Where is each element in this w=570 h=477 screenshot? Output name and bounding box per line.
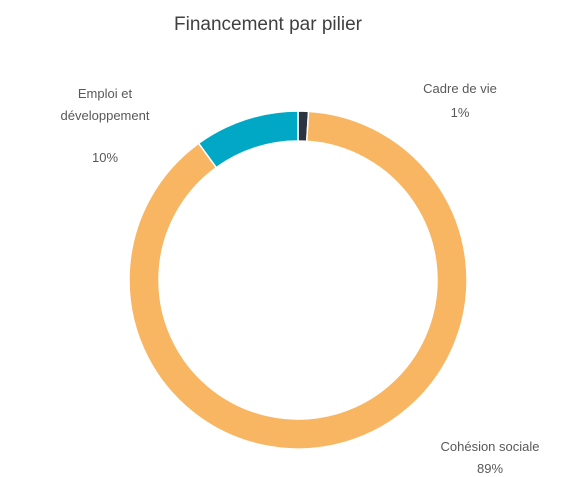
- value-label: 89%: [476, 461, 504, 476]
- donut-segment: [128, 110, 468, 450]
- donut-segment: [197, 110, 299, 169]
- chart-title: Financement par pilier: [174, 14, 362, 35]
- category-label: Cadre de vie: [423, 81, 497, 96]
- value-label: 1%: [450, 105, 470, 120]
- value-label: 10%: [91, 150, 119, 165]
- category-label: Emploi et développement: [60, 86, 150, 123]
- category-label: Cohésion sociale: [440, 439, 540, 454]
